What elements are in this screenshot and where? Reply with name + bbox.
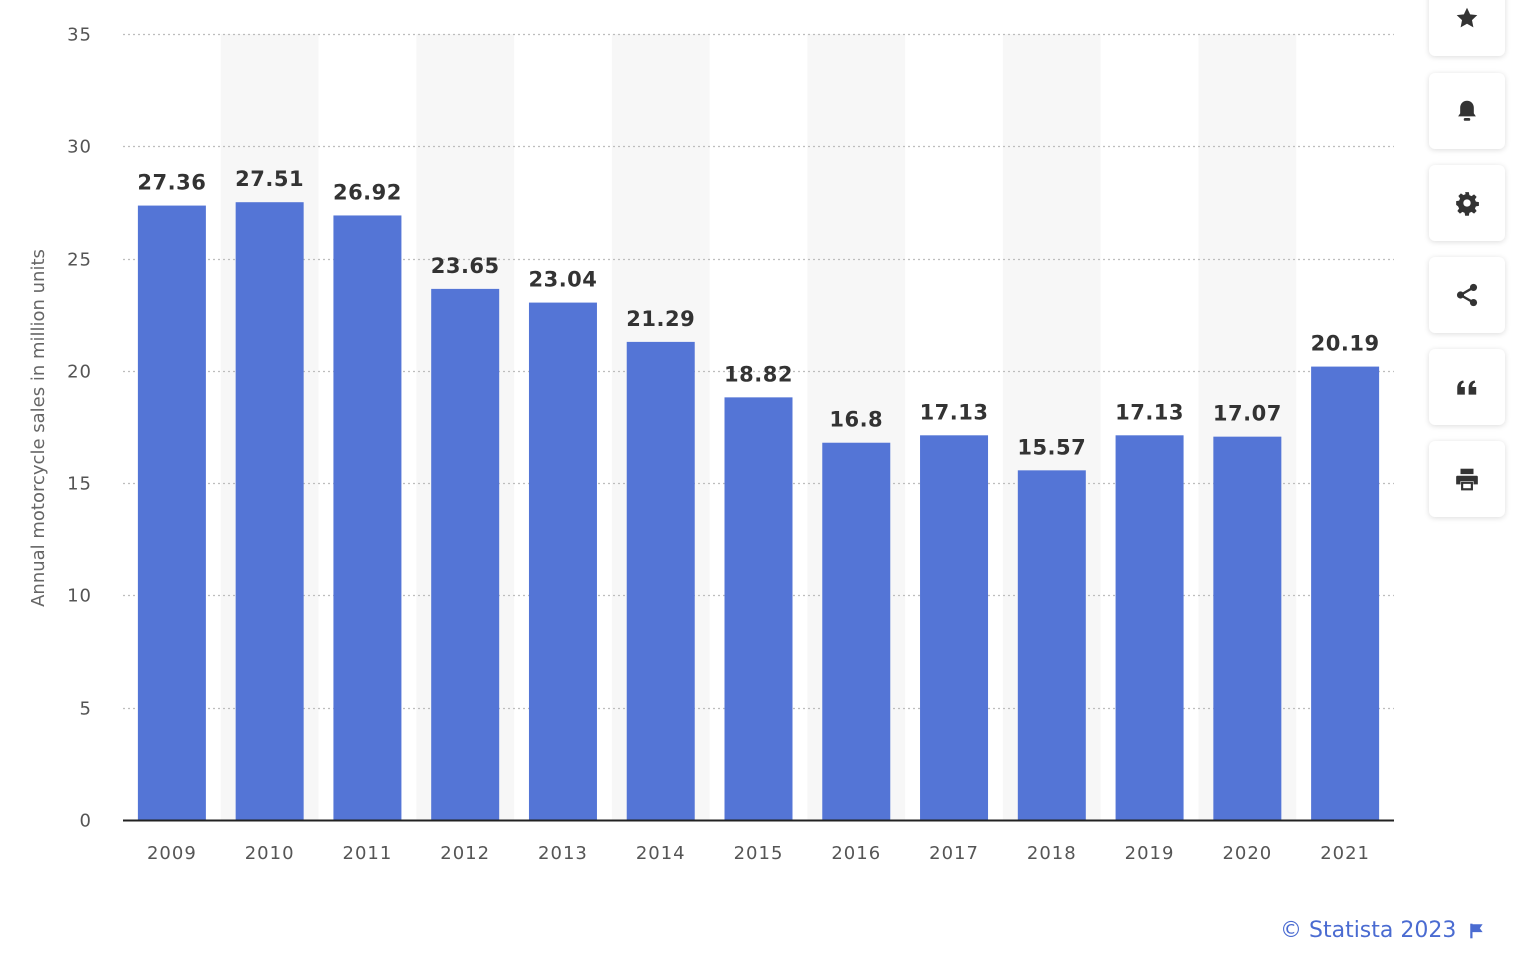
- y-tick-15: 15: [67, 474, 92, 495]
- data-label-2015: 18.82: [724, 362, 793, 386]
- bar-2013[interactable]: [528, 302, 597, 821]
- settings-button[interactable]: [1429, 165, 1505, 241]
- x-tick-2021: 2021: [1320, 843, 1370, 864]
- x-tick-2009: 2009: [147, 843, 197, 864]
- statista-credit[interactable]: © Statista 2023: [1280, 918, 1486, 943]
- bars: [137, 202, 1380, 821]
- x-axis-ticks: 2009 2010 2011 2012 2013 2014 2015 2016 2017 2018…: [147, 843, 1370, 864]
- x-tick-2020: 2020: [1222, 843, 1272, 864]
- bar-chart: 0 5 10 15 20 25 30 35 27.36 27.51 26.92 23.65 23.04…: [28, 25, 1394, 864]
- bar-2010[interactable]: [235, 202, 304, 821]
- data-label-2021: 20.19: [1311, 332, 1380, 356]
- y-tick-35: 35: [67, 25, 92, 46]
- cite-button[interactable]: [1429, 349, 1505, 425]
- data-label-2016: 16.8: [829, 408, 883, 432]
- bar-2011[interactable]: [333, 215, 402, 820]
- x-tick-2014: 2014: [636, 843, 686, 864]
- data-label-2010: 27.51: [235, 167, 304, 191]
- print-button[interactable]: [1429, 441, 1505, 517]
- data-label-2017: 17.13: [920, 400, 989, 424]
- data-label-2011: 26.92: [333, 180, 402, 204]
- star-icon: [1456, 7, 1478, 28]
- flag-icon[interactable]: [1468, 922, 1486, 940]
- y-tick-25: 25: [67, 250, 92, 271]
- data-label-2018: 15.57: [1017, 435, 1086, 459]
- x-tick-2017: 2017: [929, 843, 979, 864]
- credit-text[interactable]: © Statista 2023: [1280, 918, 1457, 943]
- quote-icon: [1457, 380, 1477, 395]
- x-tick-2015: 2015: [734, 843, 784, 864]
- data-label-2009: 27.36: [137, 171, 206, 195]
- data-labels: 27.36 27.51 26.92 23.65 23.04 21.29 18.82 16.8 1…: [137, 167, 1379, 459]
- share-button[interactable]: [1429, 257, 1505, 333]
- x-tick-2013: 2013: [538, 843, 588, 864]
- y-tick-5: 5: [80, 699, 92, 720]
- bar-2015[interactable]: [724, 397, 793, 820]
- x-tick-2018: 2018: [1027, 843, 1077, 864]
- share-icon: [1456, 283, 1478, 307]
- bar-2009[interactable]: [137, 205, 206, 820]
- printer-icon: [1456, 468, 1478, 491]
- bar-2021[interactable]: [1311, 366, 1380, 820]
- bar-2014[interactable]: [626, 341, 695, 820]
- bar-2017[interactable]: [920, 435, 989, 820]
- bar-2019[interactable]: [1115, 435, 1184, 820]
- y-tick-20: 20: [67, 362, 92, 383]
- bell-icon: [1458, 100, 1476, 121]
- y-axis-ticks: 0 5 10 15 20 25 30 35: [67, 25, 92, 832]
- bar-2020[interactable]: [1213, 436, 1282, 820]
- bar-2016[interactable]: [822, 442, 891, 820]
- x-tick-2016: 2016: [831, 843, 881, 864]
- data-label-2020: 17.07: [1213, 402, 1282, 426]
- y-tick-0: 0: [80, 811, 92, 832]
- x-tick-2010: 2010: [245, 843, 295, 864]
- x-tick-2011: 2011: [343, 843, 393, 864]
- bar-2012[interactable]: [431, 288, 500, 821]
- y-axis-title: Annual motorcycle sales in million units: [28, 249, 49, 607]
- data-label-2012: 23.65: [431, 254, 500, 278]
- x-tick-2019: 2019: [1125, 843, 1175, 864]
- bar-2018[interactable]: [1017, 470, 1086, 820]
- data-label-2014: 21.29: [626, 307, 695, 331]
- y-tick-10: 10: [67, 586, 92, 607]
- data-label-2013: 23.04: [528, 268, 597, 292]
- gear-icon: [1456, 192, 1479, 216]
- data-label-2019: 17.13: [1115, 400, 1184, 424]
- notification-button[interactable]: [1429, 73, 1505, 149]
- favorite-button[interactable]: [1429, 0, 1505, 56]
- y-tick-30: 30: [67, 137, 92, 158]
- x-tick-2012: 2012: [440, 843, 490, 864]
